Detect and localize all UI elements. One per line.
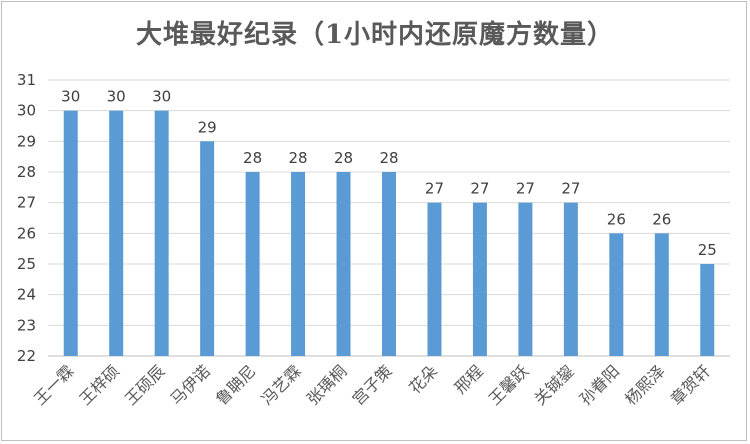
y-tick-label: 25 [17, 255, 36, 273]
data-label: 27 [561, 180, 580, 198]
data-label: 30 [107, 88, 126, 106]
bar [609, 233, 624, 356]
data-label: 27 [470, 180, 489, 198]
y-tick-label: 23 [17, 316, 36, 334]
x-tick-label: 张瑀桐 [303, 361, 350, 408]
data-label: 28 [243, 149, 262, 167]
x-tick-label: 王梓硕 [76, 361, 123, 408]
chart-title: 大堆最好纪录（1小时内还原魔方数量） [135, 20, 615, 50]
x-tick-label: 孙眷阳 [576, 361, 623, 408]
bar [427, 202, 442, 356]
x-tick-label: 鲁聃尼 [212, 361, 259, 408]
data-label: 28 [334, 149, 353, 167]
x-tick-label: 关铖鋆 [530, 361, 577, 408]
x-tick-label: 章贺轩 [667, 361, 714, 408]
bar [154, 110, 169, 357]
x-tick-label: 王馨跃 [485, 361, 532, 408]
bar [291, 172, 306, 356]
x-tick-label: 王硕辰 [121, 361, 168, 408]
y-tick-label: 24 [17, 286, 36, 304]
x-tick-label: 花朵 [405, 361, 441, 397]
x-tick-label: 邢程 [451, 361, 487, 397]
bar [654, 233, 669, 356]
y-tick-label: 30 [17, 102, 36, 120]
y-tick-label: 27 [17, 194, 36, 212]
data-label: 27 [425, 180, 444, 198]
x-tick-label: 冯艺霖 [258, 361, 305, 408]
y-tick-label: 26 [17, 224, 36, 242]
bar [700, 264, 715, 356]
x-tick-label: 宫子策 [348, 361, 395, 408]
bar [200, 141, 215, 356]
bar [472, 202, 487, 356]
data-label: 29 [198, 118, 217, 136]
data-label: 26 [607, 210, 626, 228]
bar [382, 172, 396, 356]
bar [63, 110, 78, 357]
y-tick-label: 22 [17, 347, 36, 365]
bar [518, 202, 533, 356]
bar [563, 202, 578, 356]
y-tick-label: 31 [17, 71, 36, 89]
y-tick-label: 28 [17, 163, 36, 181]
x-tick-label: 马伊诺 [167, 361, 214, 408]
data-label: 27 [516, 180, 535, 198]
data-label: 28 [289, 149, 308, 167]
data-label: 30 [61, 88, 80, 106]
x-tick-label: 王一霖 [30, 361, 77, 408]
bar [336, 172, 351, 356]
data-label: 25 [698, 241, 717, 259]
bar [109, 110, 124, 357]
y-tick-label: 29 [17, 132, 36, 150]
bar [245, 172, 260, 356]
x-tick-label: 杨熙泽 [621, 361, 668, 408]
data-label: 30 [152, 88, 171, 106]
data-label: 26 [652, 210, 671, 228]
data-label: 28 [379, 149, 398, 167]
